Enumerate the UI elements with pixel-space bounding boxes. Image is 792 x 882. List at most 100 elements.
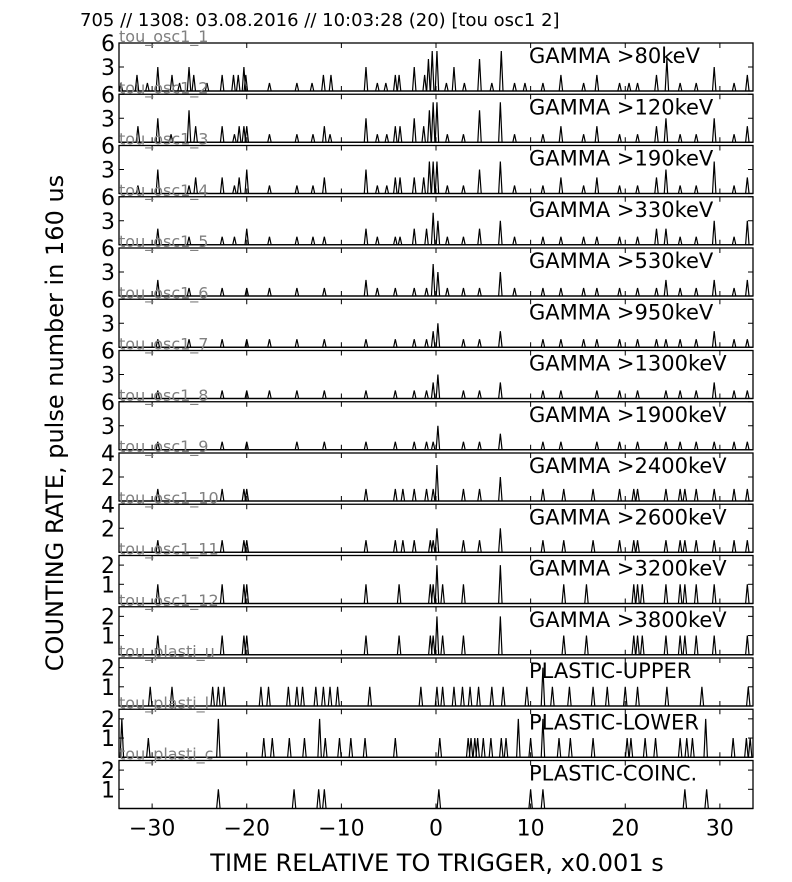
data-point [322,126,327,143]
data-point [300,686,305,707]
panel-subtitle: tou_osc1_4 [119,181,208,201]
data-point [639,635,645,655]
data-point [631,584,637,604]
data-point [711,584,717,604]
data-point [294,441,300,450]
data-point [568,737,573,758]
data-point [267,134,272,143]
data-point [363,118,369,143]
data-point [427,161,432,194]
data-point [291,789,297,809]
data-point [435,425,441,450]
x-axis-label: TIME RELATIVE TO TRIGGER, x0.001 s [209,849,663,877]
data-point [477,58,482,92]
data-point [635,441,640,450]
y-tick-label: 6 [101,83,115,108]
data-point [498,50,504,92]
data-point [711,279,717,297]
data-point [266,686,271,707]
data-point [424,441,429,450]
data-point [363,169,369,194]
data-point [396,635,402,655]
data-point [219,390,225,399]
data-point [639,584,645,604]
data-point [411,66,417,92]
data-point [461,287,466,297]
data-point [411,339,417,348]
data-point [654,177,659,194]
y-tick-label: 6 [101,391,115,416]
data-point [244,540,250,553]
data-point [411,390,417,399]
data-point [327,686,333,707]
data-point [363,584,369,604]
y-tick-label: 6 [101,237,115,262]
panel-subtitle: tou_osc1_1 [119,27,208,47]
data-point [411,441,417,450]
data-point [693,584,699,604]
data-point [677,441,683,450]
data-point [219,488,225,502]
data-point [512,134,517,143]
data-point [397,177,403,194]
data-point [258,686,264,707]
panel-title: GAMMA >530keV [529,249,714,273]
data-point [460,686,465,707]
data-point [581,185,586,194]
data-point [267,185,272,194]
data-point [204,82,210,92]
data-point [322,441,327,450]
data-point [498,331,503,348]
data-point [567,686,572,707]
data-point [393,737,398,758]
data-point [383,82,389,92]
data-point [186,185,192,194]
data-point [677,488,683,502]
data-point [430,161,436,194]
series [155,425,750,450]
data-point [730,737,736,758]
data-point [581,287,586,297]
panel-9: 24 tou_osc1_9 GAMMA >2400keV [101,437,754,502]
chart-title: 705 // 1308: 03.08.2016 // 10:03:28 (20)… [80,10,560,31]
data-point [476,686,481,707]
panel-title: GAMMA >330keV [529,198,714,222]
data-point [363,441,369,450]
data-point [363,339,369,348]
data-point [434,50,440,92]
data-point [711,441,717,450]
data-point [418,686,424,707]
data-point [745,74,750,92]
data-point [430,382,436,399]
data-point [558,287,564,297]
data-point [440,686,445,707]
data-point [310,185,316,194]
data-point [186,110,192,143]
data-point [421,126,426,143]
data-point [704,789,709,809]
data-point [322,287,327,297]
data-point [558,126,564,143]
data-point [322,390,327,399]
data-point [396,74,402,92]
data-point [540,488,546,502]
data-point [424,339,429,348]
data-point [294,287,300,297]
data-point [498,102,503,143]
data-point [244,126,250,143]
data-point [731,82,737,92]
data-point [236,177,242,194]
data-point [711,220,717,245]
data-point [635,185,640,194]
data-point [411,540,417,553]
data-point [400,488,406,502]
data-point [219,339,225,348]
data-point [310,236,316,245]
data-point [731,540,737,553]
data-point [693,488,699,502]
data-point [654,287,659,297]
